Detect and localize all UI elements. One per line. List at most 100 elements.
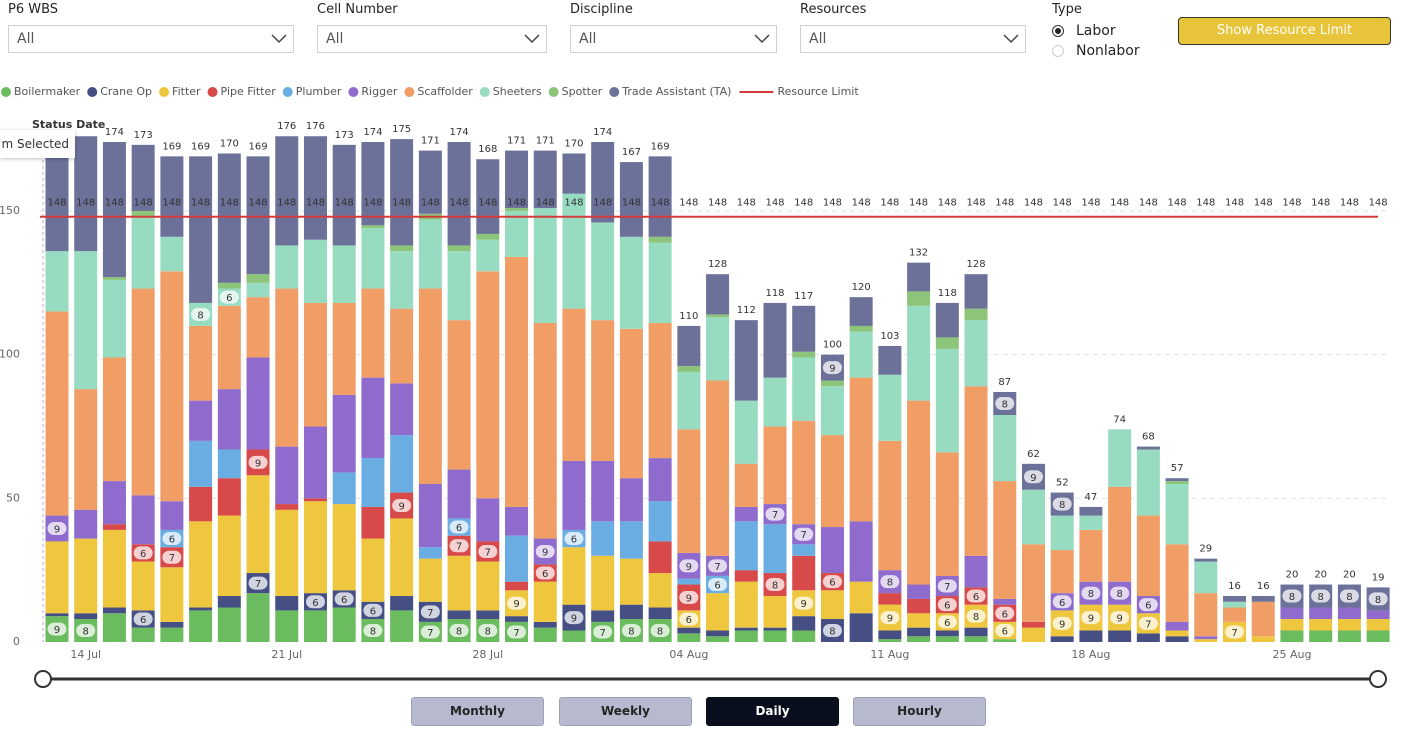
- resource-limit-label: 148: [191, 198, 210, 209]
- bar-segment: [849, 521, 873, 582]
- bar-segment: [275, 504, 299, 510]
- bar-segment: [102, 607, 126, 614]
- resource-limit-label: 148: [1254, 198, 1273, 209]
- bar-segment: [160, 271, 184, 502]
- bar-segment: [792, 351, 816, 358]
- bar-segment: [1021, 627, 1045, 642]
- segment-label: 6: [1002, 627, 1008, 638]
- segment-label: 9: [686, 562, 692, 573]
- bar-segment: [993, 414, 1017, 482]
- data-label-bg: [965, 588, 987, 604]
- total-label: 87: [998, 377, 1011, 388]
- resource-limit-label: 148: [421, 198, 440, 209]
- data-label-bg: [592, 624, 614, 640]
- segment-label: 9: [686, 593, 692, 604]
- bar-segment: [591, 610, 615, 622]
- bar-segment: [935, 348, 959, 453]
- filter-dropdown[interactable]: All: [570, 25, 777, 53]
- legend-marker: [548, 87, 559, 97]
- resource-limit-label: 148: [593, 198, 612, 209]
- bar-segment: [591, 222, 615, 321]
- bar-segment: [332, 245, 356, 303]
- period-button[interactable]: Daily: [706, 697, 839, 726]
- bar-segment: [275, 446, 299, 505]
- resource-limit-label: 148: [105, 198, 124, 209]
- bar-segment: [361, 288, 385, 378]
- segment-label: 6: [169, 535, 175, 546]
- bar-segment: [533, 621, 557, 628]
- total-label: 169: [248, 141, 267, 152]
- period-button[interactable]: Hourly: [853, 697, 986, 726]
- bar-segment: [849, 331, 873, 378]
- resource-limit-label: 148: [392, 198, 411, 209]
- radio-labor[interactable]: Labor: [1052, 23, 1140, 39]
- bar-segment: [1337, 630, 1361, 642]
- data-label-bg: [506, 595, 528, 611]
- resource-limit-label: 148: [880, 198, 899, 209]
- legend-marker: [87, 87, 98, 97]
- total-label: 170: [564, 138, 583, 149]
- bar-segment: [390, 435, 414, 493]
- filter-label: Cell Number: [317, 2, 398, 17]
- slider-handle-end[interactable]: [1369, 670, 1387, 688]
- bar-segment: [706, 380, 730, 556]
- bar-segment: [505, 535, 529, 582]
- resource-limit-label: 148: [363, 198, 382, 209]
- segment-label: 8: [456, 627, 462, 638]
- bar-segment: [189, 400, 213, 441]
- total-label: 174: [450, 127, 469, 138]
- bar-segment: [1021, 489, 1045, 545]
- resource-limit-label: 148: [536, 198, 555, 209]
- bar-segment: [303, 239, 327, 303]
- filter-dropdown[interactable]: All: [317, 25, 547, 53]
- bar-segment: [706, 314, 730, 318]
- bar-segment: [1079, 515, 1103, 530]
- resource-limit-label: 148: [1311, 198, 1330, 209]
- selection-tooltip: m Selected: [0, 130, 75, 158]
- bar-segment: [591, 460, 615, 522]
- legend-marker: [282, 87, 293, 97]
- segment-label: 7: [485, 547, 491, 558]
- radio-nonlabor[interactable]: Nonlabor: [1052, 43, 1140, 59]
- bar-segment: [878, 639, 902, 642]
- show-resource-limit-button[interactable]: Show Resource Limit: [1178, 17, 1391, 45]
- data-label-bg: [936, 614, 958, 630]
- bar-segment: [102, 613, 126, 642]
- bar-segment: [1309, 619, 1333, 631]
- filter-dropdown[interactable]: All: [8, 25, 294, 53]
- segment-label: 7: [1231, 628, 1237, 639]
- total-label: 171: [536, 136, 555, 147]
- segment-label: 8: [1088, 589, 1094, 600]
- bar-segment: [303, 501, 327, 594]
- bar-segment: [763, 302, 787, 378]
- bar-segment: [1136, 449, 1160, 516]
- filter-dropdown[interactable]: All: [800, 25, 1026, 53]
- data-label-bg: [448, 538, 470, 554]
- total-label: 176: [306, 121, 325, 132]
- bar-segment: [648, 458, 672, 502]
- y-tick-label: 0: [13, 635, 20, 648]
- data-label-bg: [161, 549, 183, 565]
- bar-segment: [619, 521, 643, 559]
- data-label-bg: [46, 621, 68, 637]
- bar-segment: [275, 288, 299, 447]
- total-label: 62: [1027, 449, 1040, 460]
- bar-segment: [907, 305, 931, 401]
- period-button[interactable]: Weekly: [559, 697, 692, 726]
- bar-segment: [907, 627, 931, 637]
- bar-segment: [964, 308, 988, 321]
- bar-segment: [217, 389, 241, 450]
- bar-segment: [907, 598, 931, 614]
- bar-segment: [1108, 429, 1132, 487]
- bar-segment: [706, 636, 730, 642]
- segment-label: 7: [513, 628, 519, 639]
- resource-limit-label: 148: [277, 198, 296, 209]
- total-label: 74: [1113, 414, 1126, 425]
- slider-handle-start[interactable]: [34, 670, 52, 688]
- period-button[interactable]: Monthly: [411, 697, 544, 726]
- bar-segment: [1194, 558, 1218, 562]
- segment-label: 7: [1145, 619, 1151, 630]
- data-label-bg: [1224, 624, 1246, 640]
- bar-segment: [390, 139, 414, 246]
